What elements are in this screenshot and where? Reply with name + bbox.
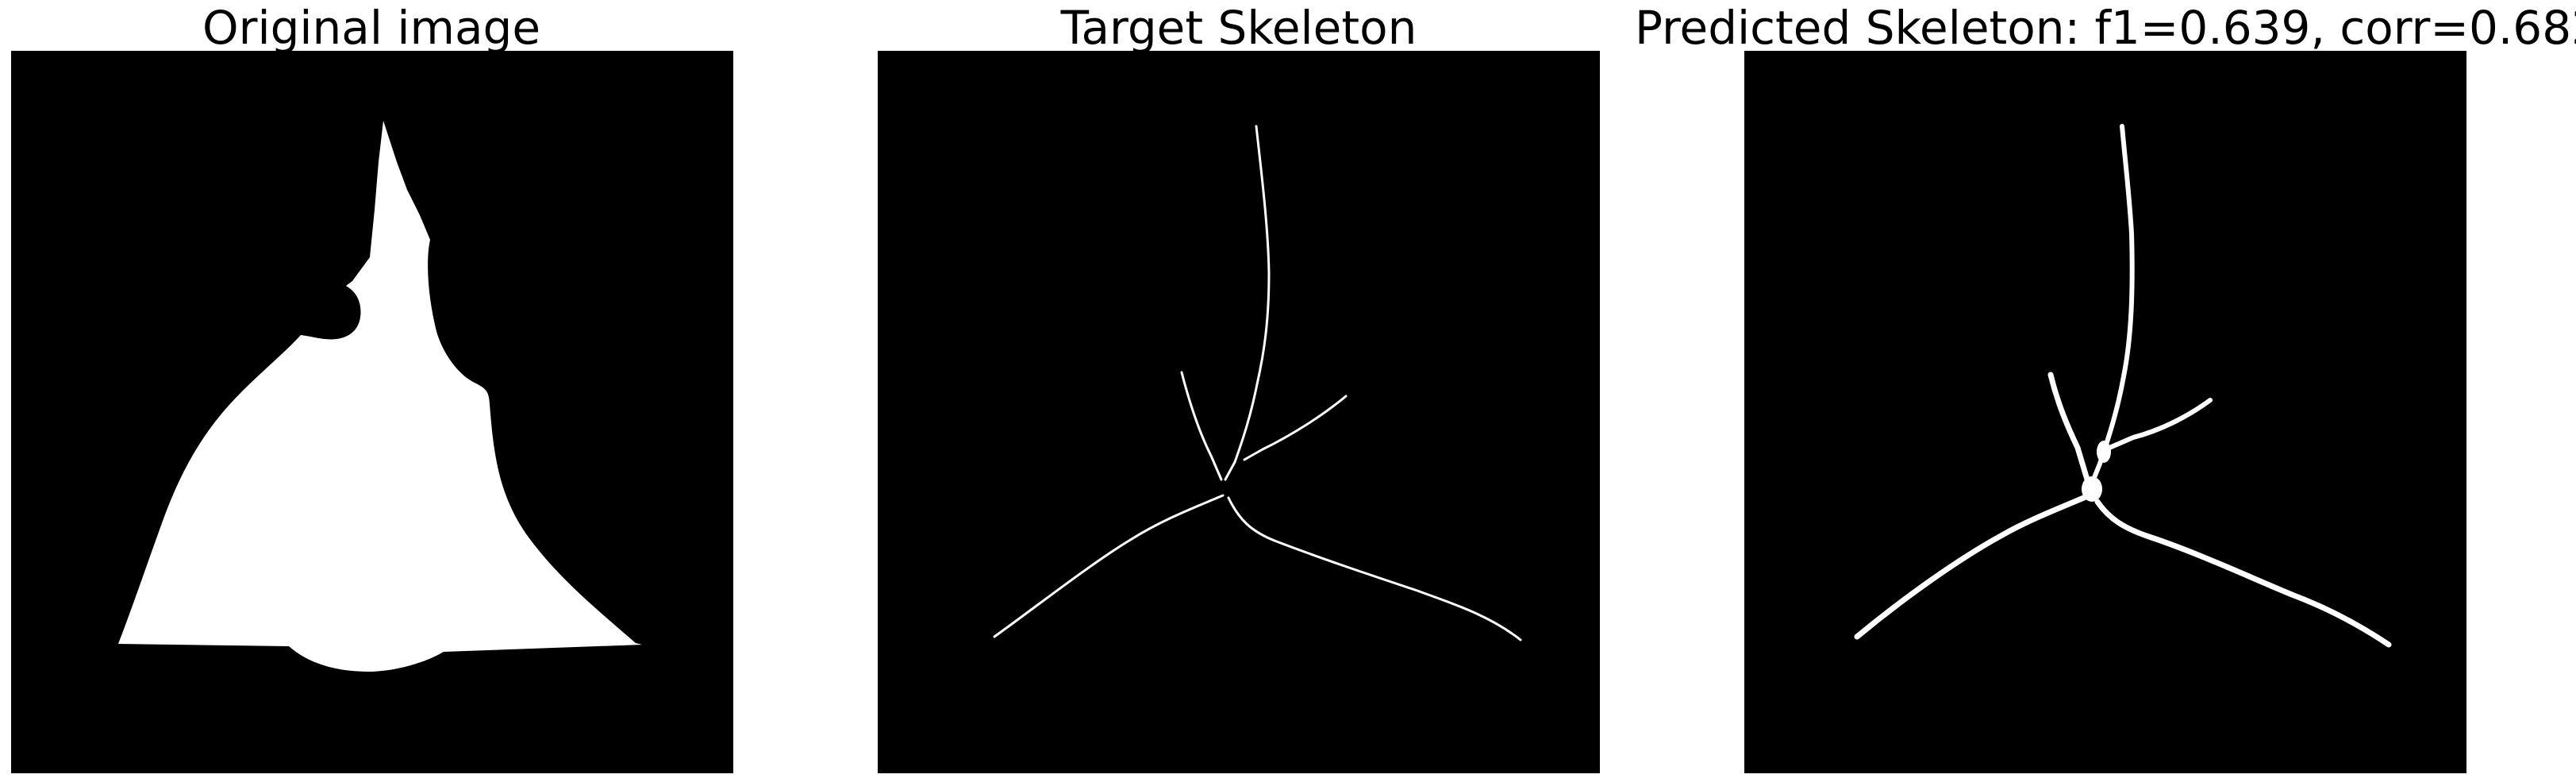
predicted-left-lower-branch xyxy=(1854,494,2089,640)
target-skeleton-panel xyxy=(878,51,1600,773)
original-shape-image xyxy=(118,121,642,672)
original-shape xyxy=(118,121,642,672)
target-main-branch xyxy=(1224,125,1271,481)
predicted-right-lower-branch xyxy=(2094,499,2392,648)
target-right-upper-branch xyxy=(1243,395,1348,461)
predicted-skeleton-panel xyxy=(1744,51,2466,773)
predicted-main-branch xyxy=(2091,124,2135,482)
predicted-skeleton-image xyxy=(1854,124,2392,648)
target-left-lower-branch xyxy=(993,494,1225,638)
original-image-title: Original image xyxy=(202,1,541,55)
target-right-lower-branch xyxy=(1227,496,1522,641)
target-skeleton-image xyxy=(993,125,1522,641)
predicted-skeleton-title: Predicted Skeleton: f1=0.639, corr=0.682 xyxy=(1635,1,2576,55)
target-left-upper-branch xyxy=(1180,371,1223,481)
predicted-junction-blob xyxy=(2082,476,2102,502)
target-skeleton-title: Target Skeleton xyxy=(1060,1,1417,55)
predicted-left-upper-branch xyxy=(2047,372,2090,483)
original-image-panel xyxy=(11,51,733,773)
predicted-upper-junction-blob xyxy=(2097,441,2111,463)
predicted-right-upper-branch xyxy=(2107,398,2213,450)
